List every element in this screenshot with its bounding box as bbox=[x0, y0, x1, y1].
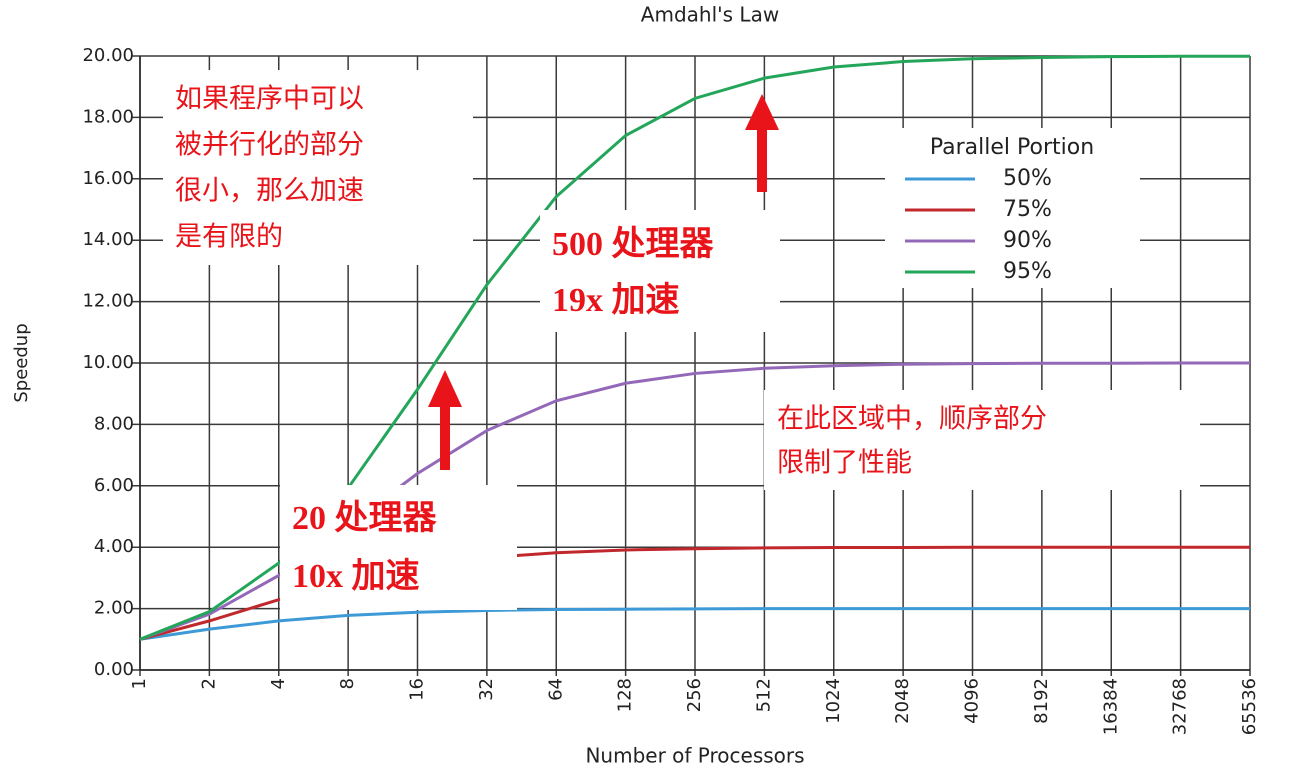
arrow-shaft bbox=[440, 405, 450, 470]
y-tick-label: 8.00 bbox=[94, 413, 134, 434]
y-tick-label: 20.00 bbox=[82, 45, 134, 66]
x-tick-label: 2 bbox=[198, 678, 219, 689]
arrow-head bbox=[428, 370, 462, 407]
y-tick-label: 16.00 bbox=[82, 168, 134, 189]
annotation-box bbox=[540, 210, 780, 332]
x-tick-label: 8192 bbox=[1031, 678, 1052, 724]
annotation-box bbox=[280, 485, 517, 610]
legend-title: Parallel Portion bbox=[930, 135, 1094, 160]
annotation-box bbox=[764, 390, 1200, 490]
annotation-text: 10x 加速 bbox=[292, 557, 420, 595]
legend-label: 90% bbox=[1003, 228, 1052, 253]
x-axis-label: Number of Processors bbox=[585, 744, 804, 768]
legend-label: 75% bbox=[1003, 197, 1052, 222]
x-tick-label: 1 bbox=[129, 678, 150, 689]
x-tick-label: 16 bbox=[407, 678, 428, 701]
x-tick-label: 16384 bbox=[1100, 678, 1121, 735]
annotation-text: 如果程序中可以 bbox=[175, 84, 364, 115]
annotation-text: 很小，那么加速 bbox=[175, 176, 364, 207]
y-axis-label: Speedup bbox=[11, 323, 32, 402]
x-tick-label: 1024 bbox=[823, 678, 844, 724]
annotation-text: 限制了性能 bbox=[777, 448, 912, 479]
x-tick-label: 65536 bbox=[1239, 678, 1260, 735]
x-tick-label: 2048 bbox=[892, 678, 913, 724]
y-tick-label: 6.00 bbox=[94, 475, 134, 496]
x-tick-label: 32768 bbox=[1170, 678, 1191, 735]
x-tick-label: 128 bbox=[615, 678, 636, 712]
annotation-text: 500 处理器 bbox=[552, 225, 714, 263]
y-tick-label: 0.00 bbox=[94, 659, 134, 680]
x-tick-label: 4096 bbox=[962, 678, 983, 724]
annotation-text: 20 处理器 bbox=[292, 499, 437, 537]
x-tick-label: 64 bbox=[545, 678, 566, 701]
y-tick-label: 4.00 bbox=[94, 536, 134, 557]
y-tick-label: 12.00 bbox=[82, 291, 134, 312]
arrow-shaft bbox=[757, 128, 767, 192]
legend-box bbox=[885, 128, 1140, 288]
chart-title: Amdahl's Law bbox=[641, 3, 779, 27]
x-tick-label: 4 bbox=[268, 678, 289, 689]
y-tick-label: 18.00 bbox=[82, 106, 134, 127]
annotation-text: 是有限的 bbox=[175, 222, 283, 253]
y-tick-label: 10.00 bbox=[82, 352, 134, 373]
x-tick-label: 512 bbox=[753, 678, 774, 712]
x-tick-label: 256 bbox=[684, 678, 705, 712]
x-tick-label: 32 bbox=[476, 678, 497, 701]
y-tick-label: 14.00 bbox=[82, 229, 134, 250]
annotation-text: 19x 加速 bbox=[552, 281, 680, 319]
arrows bbox=[428, 94, 779, 470]
arrow-head bbox=[745, 94, 779, 130]
x-tick-label: 8 bbox=[337, 678, 358, 689]
legend-label: 50% bbox=[1003, 166, 1052, 191]
series-line bbox=[139, 607, 1250, 641]
annotation-text: 被并行化的部分 bbox=[175, 130, 364, 161]
annotation-text: 在此区域中，顺序部分 bbox=[777, 404, 1047, 435]
annotation-box bbox=[163, 70, 473, 265]
y-tick-label: 2.00 bbox=[94, 598, 134, 619]
legend-label: 95% bbox=[1003, 259, 1052, 284]
